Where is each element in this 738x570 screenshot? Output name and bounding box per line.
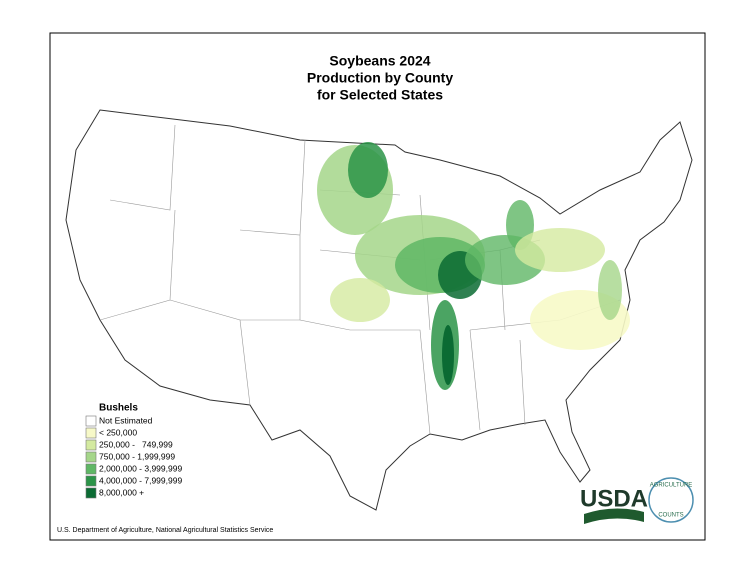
counts-bottom: COUNTS: [658, 513, 683, 519]
title-line: Soybeans 2024: [329, 53, 430, 69]
legend-swatch: [85, 451, 97, 463]
legend-title: Bushels: [99, 403, 138, 414]
legend-label: Not Estimated: [99, 415, 153, 425]
legend-swatch: [85, 475, 97, 487]
production-shading: [317, 142, 630, 390]
usda-logo: USDA: [580, 485, 648, 512]
source: U.S. Department of Agriculture, National…: [57, 527, 273, 534]
legend-label: < 250,000: [99, 427, 137, 437]
title-line: for Selected States: [317, 87, 443, 103]
legend-swatch: [85, 463, 97, 475]
legend-label: 4,000,000 - 7,999,999: [99, 475, 182, 485]
legend-swatch: [85, 439, 97, 451]
legend-swatch: [85, 427, 97, 439]
legend: Not Estimated < 250,000 250,000 - 749,999 7…: [85, 415, 182, 499]
legend-label: 750,000 - 1,999,999: [99, 451, 175, 461]
counts-logo: [648, 477, 694, 523]
legend-label: 8,000,000 +: [99, 487, 144, 497]
legend-label: 2,000,000 - 3,999,999: [99, 463, 182, 473]
legend-swatch: [85, 415, 97, 427]
counts-top: AGRICULTURE: [650, 483, 693, 489]
usda-swoosh: [584, 508, 644, 524]
legend-label: 250,000 - 749,999: [99, 439, 173, 449]
legend-swatch: [85, 487, 97, 499]
title-line: Production by County: [307, 70, 453, 86]
